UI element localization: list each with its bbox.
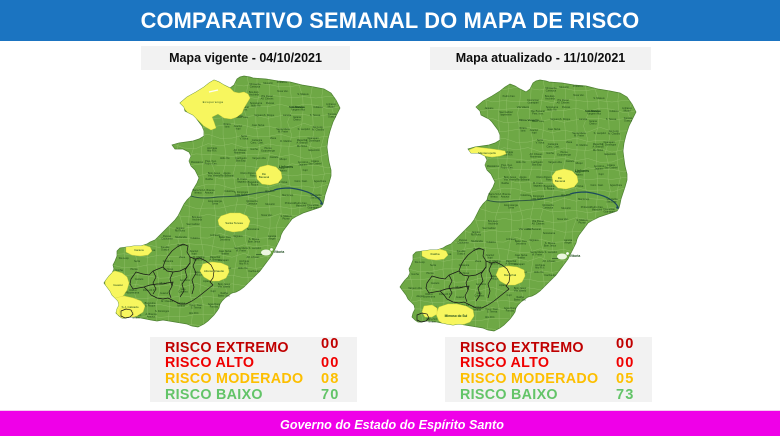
svg-text:Afonso Claudio: Afonso Claudio — [204, 269, 225, 273]
svg-text:Mantenopolis: Mantenopolis — [478, 151, 496, 155]
svg-text:Vitoria: Vitoria — [570, 254, 581, 258]
svg-text:Itarana: Itarana — [134, 248, 144, 252]
svg-text:Ibatiba: Ibatiba — [430, 252, 439, 256]
svg-text:Mimoso do Sul: Mimoso do Sul — [445, 314, 468, 318]
svg-text:Vitoria: Vitoria — [274, 250, 285, 254]
svg-text:Ecoporanga: Ecoporanga — [203, 100, 224, 104]
svg-text:Linhares: Linhares — [279, 165, 293, 169]
svg-text:Guacui: Guacui — [113, 283, 123, 287]
svg-text:Marechal: Marechal — [504, 273, 517, 277]
svg-text:S.J. Calcado: S.J. Calcado — [121, 305, 138, 309]
svg-text:Santa Teresa: Santa Teresa — [225, 221, 243, 225]
svg-text:Linhares: Linhares — [575, 169, 589, 173]
